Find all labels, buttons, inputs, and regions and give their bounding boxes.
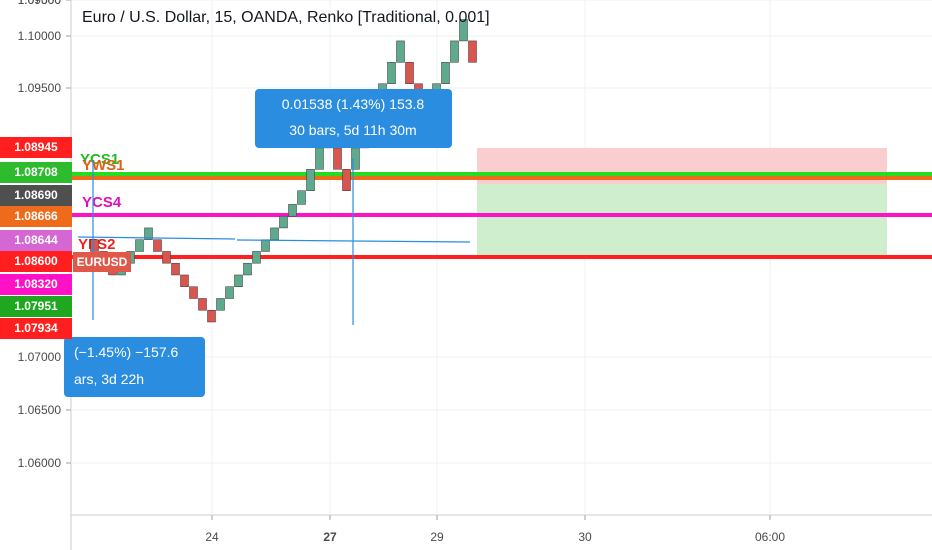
x-tick-label: 27 [323, 530, 337, 544]
price-tag: 1.07934 [0, 318, 72, 339]
price-tag: 1.08320 [0, 274, 72, 295]
renko-brick-up[interactable] [306, 169, 315, 191]
renko-brick-down[interactable] [189, 286, 198, 299]
measure-box-up[interactable]: 0.01538 (1.43%) 153.8 30 bars, 5d 11h 30m [255, 89, 452, 148]
price-tag: 1.08644 [0, 230, 72, 251]
price-tag-label: 1.08320 [14, 277, 58, 291]
renko-brick-down[interactable] [207, 309, 216, 323]
price-tag-label: 1.08708 [14, 165, 58, 179]
measure-box-line: 0.01538 (1.43%) 153.8 [282, 96, 425, 112]
price-tag: 1.08600 [0, 251, 72, 272]
x-tick-label: 24 [205, 530, 219, 544]
measure-box-down[interactable]: (−1.45%) −157.6 ars, 3d 22h [64, 337, 205, 397]
x-tick-label: 30 [578, 530, 592, 544]
y-tick-label: 1.07000 [18, 350, 62, 364]
renko-brick-up[interactable] [297, 190, 306, 205]
level-label-yws1: YWS1 [82, 157, 125, 174]
chart-title: Euro / U.S. Dollar, 15, OANDA, Renko [Tr… [82, 9, 490, 26]
price-tag-label: 1.08666 [14, 209, 58, 223]
price-tag: 1.08666 [0, 206, 72, 227]
level-label-ycs4: YCS4 [82, 194, 122, 211]
renko-brick-up[interactable] [387, 62, 396, 84]
renko-brick-up[interactable] [144, 227, 153, 240]
price-tag: 1.08945 [0, 137, 72, 158]
price-tag: 1.07951 [0, 296, 72, 317]
price-tag-label: 1.07951 [14, 299, 58, 313]
renko-brick-down[interactable] [333, 147, 342, 170]
renko-brick-down[interactable] [405, 62, 414, 84]
renko-brick-up[interactable] [441, 62, 450, 84]
renko-brick-up[interactable] [243, 262, 252, 276]
renko-brick-down[interactable] [198, 298, 207, 311]
renko-brick-up[interactable] [252, 251, 261, 264]
renko-brick-down[interactable] [342, 169, 351, 191]
renko-brick-down[interactable] [180, 274, 189, 287]
renko-brick-up[interactable] [216, 298, 225, 311]
renko-brick-down[interactable] [90, 239, 99, 252]
take-profit-zone[interactable] [477, 184, 887, 255]
y-tick-label: 1.09500 [18, 81, 62, 95]
measure-arrow[interactable] [236, 239, 471, 243]
renko-brick-up[interactable] [270, 227, 279, 240]
price-tag-label: 1.08690 [14, 188, 58, 202]
price-tag: 1.08708 [0, 162, 72, 183]
renko-brick-down[interactable] [153, 239, 162, 252]
price-tag-label: 1.08644 [14, 233, 58, 247]
price-tag-label: 1.07934 [14, 321, 58, 335]
price-tag-label: 1.08600 [14, 254, 58, 268]
renko-brick-down[interactable] [162, 251, 171, 264]
renko-brick-up[interactable] [261, 239, 270, 252]
x-tick-label: 29 [430, 530, 444, 544]
symbol-tag: EURUSD [73, 252, 131, 272]
renko-brick-up[interactable] [234, 274, 243, 287]
x-tick-label: 06:00 [755, 530, 785, 544]
measure-box-line: 30 bars, 5d 11h 30m [289, 122, 416, 138]
measure-box-line: ars, 3d 22h [74, 371, 144, 387]
y-tick-label: 1.07500 [18, 0, 62, 7]
level-label-ycs1: YCS1 [80, 151, 119, 168]
measure-box-line: (−1.45%) −157.6 [74, 344, 179, 360]
renko-brick-up[interactable] [279, 215, 288, 229]
y-tick-label: 1.06000 [18, 456, 62, 470]
renko-brick-up[interactable] [135, 239, 144, 252]
y-tick-label: 1.10000 [18, 29, 62, 43]
y-tick-label: 1.06500 [18, 403, 62, 417]
renko-brick-up[interactable] [315, 147, 324, 170]
measure-arrow[interactable] [77, 236, 236, 240]
renko-brick-up[interactable] [225, 286, 234, 299]
renko-brick-up[interactable] [459, 19, 468, 42]
renko-brick-up[interactable] [450, 40, 459, 63]
y-tick-label: 1.09000 [18, 0, 62, 7]
renko-brick-down[interactable] [468, 40, 477, 63]
price-tag-label: 1.08945 [14, 140, 58, 154]
renko-brick-up[interactable] [396, 40, 405, 63]
renko-brick-down[interactable] [171, 262, 180, 276]
renko-brick-up[interactable] [288, 204, 297, 217]
price-tag: 1.08690 [0, 185, 72, 206]
symbol-tag-label: EURUSD [77, 255, 128, 269]
